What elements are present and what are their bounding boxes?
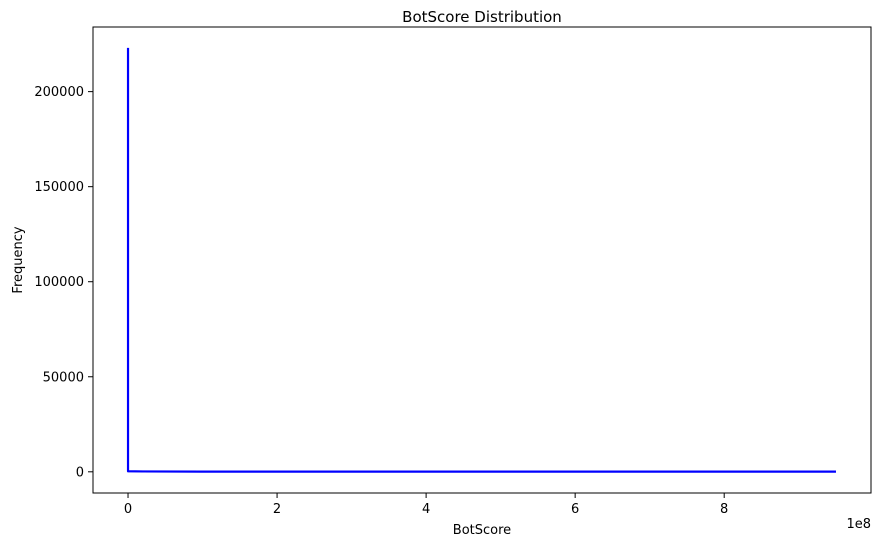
chart-title: BotScore Distribution	[402, 8, 562, 26]
y-axis-label: Frequency	[11, 226, 26, 293]
x-tick-label: 0	[124, 502, 132, 517]
x-axis-ticks: 0 2 4 6 8	[124, 493, 728, 517]
y-tick-label: 200000	[34, 85, 84, 100]
series-line	[126, 47, 836, 473]
x-tick-label: 4	[422, 502, 430, 517]
y-axis-ticks: 0 50000 100000 150000 200000	[34, 85, 93, 480]
y-tick-label: 150000	[34, 180, 84, 195]
x-tick-label: 2	[273, 502, 281, 517]
x-tick-label: 6	[571, 502, 579, 517]
series-layer	[126, 47, 836, 473]
y-tick-label: 50000	[43, 370, 84, 385]
y-tick-label: 100000	[34, 275, 84, 290]
y-tick-label: 0	[76, 465, 84, 480]
x-offset-label: 1e8	[846, 517, 871, 532]
x-axis-label: BotScore	[453, 523, 511, 538]
x-tick-label: 8	[720, 502, 728, 517]
plot-frame	[92, 26, 872, 494]
